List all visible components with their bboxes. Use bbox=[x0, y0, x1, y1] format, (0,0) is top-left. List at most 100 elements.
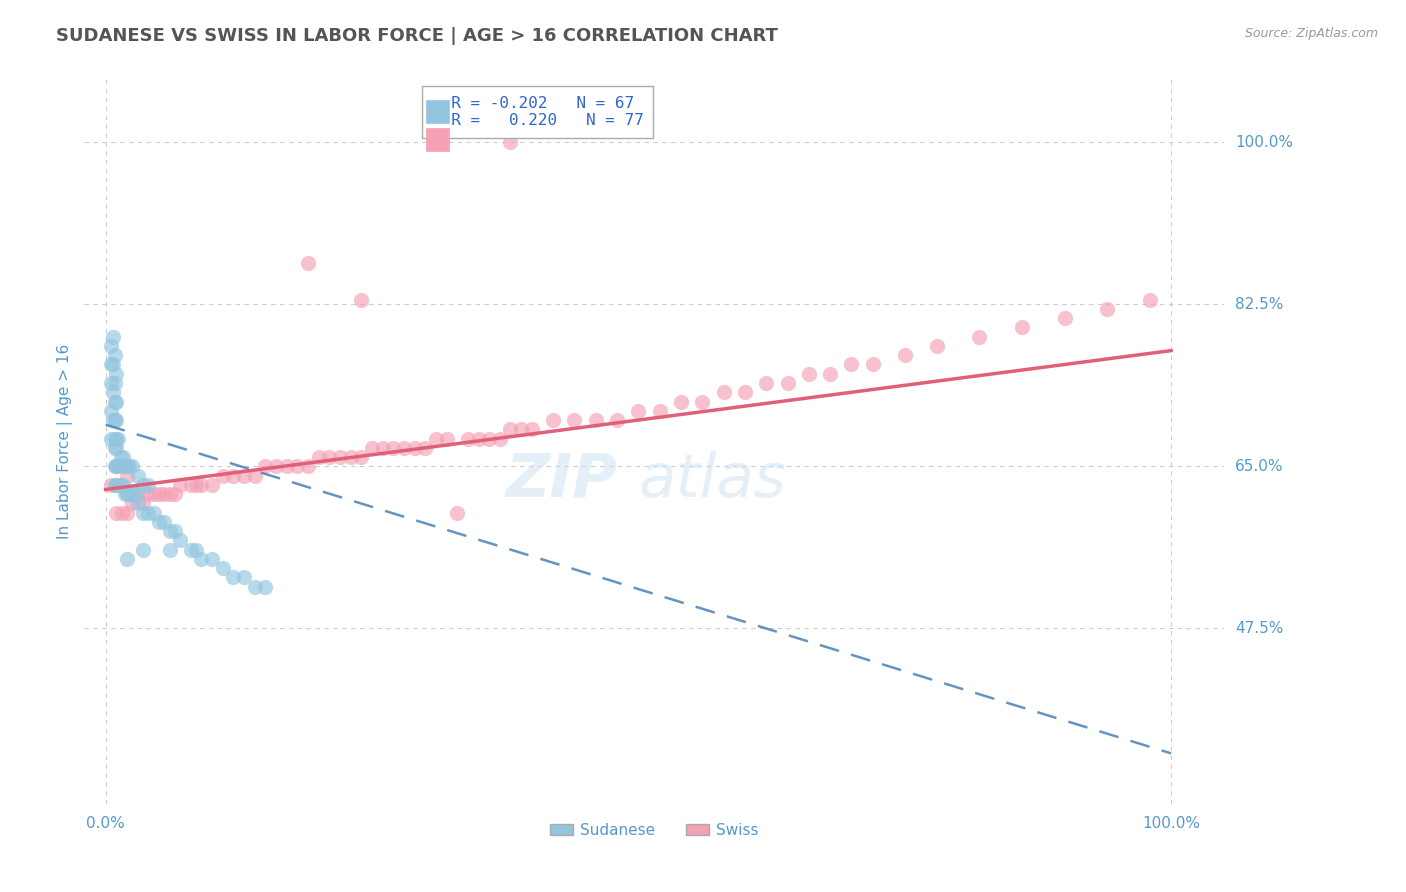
Point bbox=[111, 478, 134, 492]
Point bbox=[925, 339, 948, 353]
Bar bbox=[426, 128, 449, 151]
Point bbox=[1095, 301, 1118, 316]
Text: 100.0%: 100.0% bbox=[1234, 135, 1294, 150]
Text: Source: ZipAtlas.com: Source: ZipAtlas.com bbox=[1244, 27, 1378, 40]
Point bbox=[105, 441, 128, 455]
Point bbox=[186, 478, 208, 492]
Point bbox=[254, 459, 277, 474]
Point bbox=[627, 404, 650, 418]
Point bbox=[115, 552, 138, 566]
Point bbox=[107, 432, 129, 446]
Point bbox=[489, 432, 512, 446]
Point bbox=[201, 478, 224, 492]
Point bbox=[115, 487, 138, 501]
Point bbox=[734, 385, 756, 400]
Point bbox=[169, 533, 191, 548]
Point bbox=[105, 367, 128, 381]
Point bbox=[222, 570, 245, 584]
Point bbox=[585, 413, 607, 427]
Point bbox=[100, 478, 122, 492]
Point bbox=[118, 459, 141, 474]
Point bbox=[201, 552, 224, 566]
Point bbox=[132, 478, 155, 492]
Point bbox=[107, 478, 129, 492]
Y-axis label: In Labor Force | Age > 16: In Labor Force | Age > 16 bbox=[58, 343, 73, 539]
Point bbox=[446, 506, 468, 520]
Point bbox=[797, 367, 820, 381]
Text: R = -0.202   N = 67
  R =   0.220   N = 77: R = -0.202 N = 67 R = 0.220 N = 77 bbox=[432, 95, 644, 128]
Point bbox=[180, 478, 202, 492]
Point bbox=[136, 506, 159, 520]
Point bbox=[101, 385, 124, 400]
Point bbox=[457, 432, 479, 446]
Point bbox=[211, 561, 233, 575]
Text: SUDANESE VS SWISS IN LABOR FORCE | AGE > 16 CORRELATION CHART: SUDANESE VS SWISS IN LABOR FORCE | AGE >… bbox=[56, 27, 778, 45]
Point bbox=[110, 478, 132, 492]
Point bbox=[114, 487, 136, 501]
Point bbox=[100, 404, 122, 418]
Point bbox=[243, 468, 266, 483]
Point bbox=[1053, 311, 1076, 326]
Point bbox=[104, 432, 127, 446]
Text: atlas: atlas bbox=[638, 450, 786, 509]
Point bbox=[121, 496, 143, 510]
Point bbox=[862, 358, 884, 372]
Point bbox=[254, 580, 277, 594]
Point bbox=[104, 376, 127, 390]
Point bbox=[101, 329, 124, 343]
Point bbox=[264, 459, 287, 474]
Point bbox=[371, 441, 394, 455]
Point bbox=[107, 459, 129, 474]
Point bbox=[190, 552, 212, 566]
Point bbox=[382, 441, 405, 455]
Point bbox=[425, 432, 447, 446]
Legend: Sudanese, Swiss: Sudanese, Swiss bbox=[544, 817, 765, 844]
Point bbox=[233, 570, 256, 584]
Point bbox=[404, 441, 426, 455]
Point bbox=[104, 394, 127, 409]
Point bbox=[110, 506, 132, 520]
Point bbox=[211, 468, 233, 483]
Point bbox=[127, 496, 149, 510]
Point bbox=[467, 432, 489, 446]
Point bbox=[132, 506, 155, 520]
Point bbox=[169, 478, 191, 492]
Point bbox=[132, 542, 155, 557]
Point bbox=[153, 487, 176, 501]
Point bbox=[100, 339, 122, 353]
Point bbox=[339, 450, 361, 464]
Point bbox=[233, 468, 256, 483]
Point bbox=[114, 459, 136, 474]
Point bbox=[776, 376, 799, 390]
Point bbox=[100, 432, 122, 446]
Point bbox=[148, 487, 170, 501]
Point bbox=[118, 487, 141, 501]
Text: 47.5%: 47.5% bbox=[1234, 621, 1284, 636]
Point bbox=[159, 487, 181, 501]
Point bbox=[159, 542, 181, 557]
Point bbox=[606, 413, 628, 427]
Point bbox=[329, 450, 352, 464]
Point bbox=[153, 515, 176, 529]
Point bbox=[159, 524, 181, 538]
Point bbox=[222, 468, 245, 483]
Point bbox=[115, 468, 138, 483]
Point bbox=[436, 432, 458, 446]
Point bbox=[499, 422, 522, 436]
Point bbox=[818, 367, 841, 381]
Point bbox=[104, 459, 127, 474]
Point bbox=[121, 459, 143, 474]
Point bbox=[110, 450, 132, 464]
Point bbox=[163, 487, 186, 501]
Point bbox=[105, 432, 128, 446]
Point bbox=[105, 459, 128, 474]
Point bbox=[350, 450, 373, 464]
Point bbox=[541, 413, 564, 427]
Point bbox=[105, 506, 128, 520]
Point bbox=[100, 376, 122, 390]
Point bbox=[690, 394, 713, 409]
Point bbox=[713, 385, 735, 400]
Point bbox=[148, 515, 170, 529]
Point bbox=[893, 348, 915, 362]
Point bbox=[308, 450, 330, 464]
